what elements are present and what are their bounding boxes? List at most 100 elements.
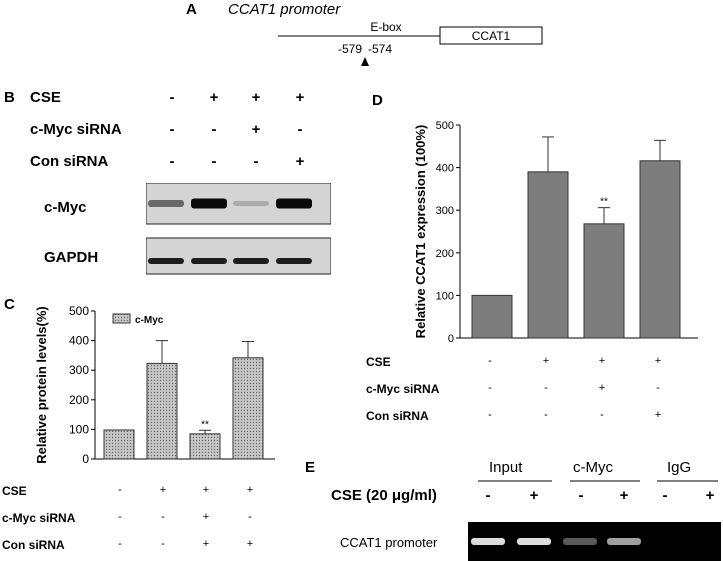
blot-band (233, 258, 269, 264)
significance-label: ** (600, 197, 608, 208)
condition-sign: - (297, 121, 303, 138)
chip-group-input: Input (489, 459, 523, 476)
condition-sign: - (488, 355, 492, 367)
panel-b-letter: B (4, 89, 15, 106)
blot-band (233, 201, 269, 206)
condition-sign: - (118, 511, 122, 523)
condition-sign: + (654, 409, 662, 421)
position-right: -574 (368, 42, 392, 56)
condition-sign: + (295, 89, 305, 106)
y-tick-label: 100 (436, 290, 454, 302)
panel-a-letter: A (186, 1, 197, 18)
condition-sign: + (598, 355, 606, 367)
cmyc-blot-label: c-Myc (44, 199, 87, 216)
condition-sign: + (654, 355, 662, 367)
promoter-diagram: CCAT1 E-box -579 -574 (278, 20, 543, 66)
condition-sign: - (169, 121, 175, 138)
blot-band (191, 258, 227, 264)
blot-band (276, 198, 312, 209)
bar (639, 160, 681, 339)
y-axis-label: Relative CCAT1 expression (100%) (413, 125, 428, 339)
cse-sign: + (529, 487, 539, 504)
condition-sign: - (600, 409, 604, 421)
y-tick-label: 400 (436, 163, 454, 175)
condition-sign: - (211, 153, 217, 170)
panel-d-letter: D (372, 92, 383, 109)
chip-group-underlines (478, 480, 718, 482)
western-blot (146, 183, 331, 275)
gel-band (471, 538, 505, 545)
y-tick-label: 0 (82, 452, 89, 466)
bar (146, 362, 178, 460)
protein-levels-chart: 0 100 200 300 400 500 Relative protein levels(… (34, 304, 275, 466)
condition-sign: - (211, 121, 217, 138)
chip-group-igg: IgG (667, 459, 692, 476)
bar (471, 294, 513, 339)
condition-sign: - (544, 409, 548, 421)
condition-sign: + (159, 484, 167, 496)
condition-label: c-Myc siRNA (366, 382, 440, 396)
y-tick-label: 500 (436, 120, 454, 132)
gel-band (563, 538, 597, 545)
condition-label: CSE (2, 484, 27, 498)
condition-sign: + (202, 484, 210, 496)
bar (527, 171, 569, 339)
condition-sign: + (246, 538, 254, 550)
bar (583, 223, 625, 339)
bar (103, 429, 135, 460)
chip-gel (468, 522, 721, 561)
condition-label: c-Myc siRNA (30, 121, 122, 138)
blot-band (148, 258, 184, 264)
condition-sign: + (202, 511, 210, 523)
ccat1-expression-chart: 0 100 200 300 400 500 Relative CCAT1 expressio… (413, 120, 698, 345)
blot-band (191, 198, 227, 209)
condition-label: CSE (30, 89, 61, 106)
condition-sign: + (246, 484, 254, 496)
y-tick-label: 400 (69, 334, 89, 348)
condition-sign: - (169, 89, 175, 106)
condition-label: Con siRNA (30, 153, 109, 170)
cse-sign: - (662, 487, 668, 504)
y-tick-label: 200 (69, 393, 89, 407)
condition-sign: - (488, 382, 492, 394)
panel-e-letter: E (305, 459, 316, 476)
condition-sign: - (248, 511, 252, 523)
condition-sign: + (542, 355, 550, 367)
condition-sign: - (118, 538, 122, 550)
bar (232, 357, 264, 460)
y-tick-label: 300 (69, 363, 89, 377)
significance-label: ** (201, 419, 209, 430)
gel-row-label: CCAT1 promoter (340, 535, 438, 550)
gel-band (517, 538, 551, 545)
blot-strip (146, 237, 331, 275)
y-tick-label: 200 (436, 248, 454, 260)
cse-sign: + (619, 487, 629, 504)
ccat1-gene-box (439, 26, 543, 45)
ebox-arrow-marker (361, 57, 369, 66)
y-tick-label: 100 (69, 422, 89, 436)
condition-sign: - (253, 153, 259, 170)
condition-label: CSE (366, 355, 391, 369)
cse-dose-label: CSE (20 μg/ml) (331, 487, 437, 504)
ebox-label: E-box (370, 20, 401, 34)
condition-sign: + (209, 89, 219, 106)
condition-sign: + (251, 121, 261, 138)
condition-sign: + (202, 538, 210, 550)
condition-sign: + (295, 153, 305, 170)
condition-sign: - (656, 382, 660, 394)
condition-sign: + (251, 89, 261, 106)
bar (189, 433, 221, 460)
condition-sign: - (118, 484, 122, 496)
condition-sign: - (544, 382, 548, 394)
condition-label: c-Myc siRNA (2, 511, 76, 525)
condition-sign: - (169, 153, 175, 170)
condition-sign: - (488, 409, 492, 421)
chip-group-cmyc: c-Myc (573, 459, 613, 476)
panel-c-letter: C (4, 296, 15, 313)
condition-sign: - (161, 538, 165, 550)
cse-sign: - (485, 487, 491, 504)
condition-label: Con siRNA (366, 409, 429, 423)
y-tick-label: 300 (436, 205, 454, 217)
condition-sign: + (598, 382, 606, 394)
legend-swatch (112, 313, 131, 324)
